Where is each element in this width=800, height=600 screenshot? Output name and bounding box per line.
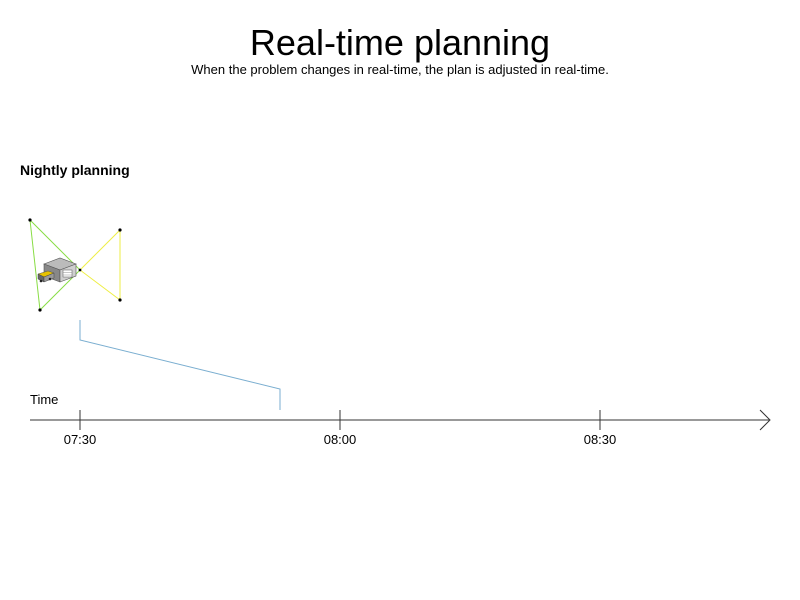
time-axis: Time 07:30 08:00 08:30 [30, 392, 771, 447]
tick-label: 07:30 [64, 432, 97, 447]
tick-label: 08:30 [584, 432, 617, 447]
route-yellow [79, 228, 121, 301]
page-title: Real-time planning [249, 22, 551, 63]
warehouse-truck-icon [37, 257, 77, 283]
route-green [29, 218, 81, 312]
visit-point [28, 218, 32, 222]
time-axis-arrow [759, 409, 771, 431]
planning-window-bracket [79, 320, 281, 410]
vehicle-routes [28, 218, 122, 312]
visit-point [38, 308, 42, 312]
visit-point [118, 228, 122, 232]
page-subtitle: When the problem changes in real-time, t… [191, 62, 609, 77]
tick-label: 08:00 [324, 432, 357, 447]
visit-point [78, 268, 82, 272]
time-axis-label: Time [30, 392, 58, 407]
visit-point [118, 298, 122, 302]
nightly-planning-label: Nightly planning [20, 162, 130, 178]
